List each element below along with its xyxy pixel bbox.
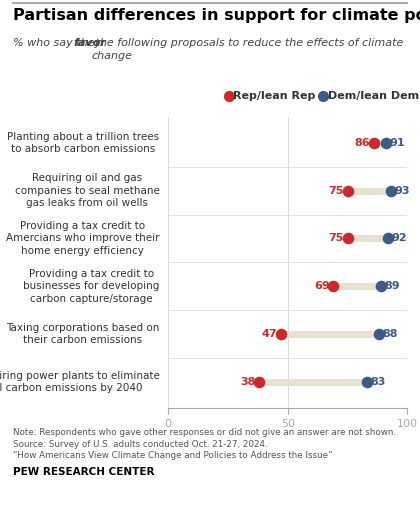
Text: 88: 88 [382,329,398,339]
Text: % who say they: % who say they [13,38,104,48]
Point [344,187,351,195]
Text: 75: 75 [328,186,344,196]
Point [387,187,394,195]
Text: 92: 92 [392,234,407,243]
Text: “How Americans View Climate Change and Policies to Address the Issue”: “How Americans View Climate Change and P… [13,451,332,460]
Text: Dem/lean Dem: Dem/lean Dem [328,91,419,101]
Point [344,234,351,242]
Text: Planting about a trillion trees
to absorb carbon emissions: Planting about a trillion trees to absor… [8,132,160,154]
Text: 91: 91 [389,138,405,148]
Point [383,139,389,147]
Point [277,330,284,338]
Text: Note: Respondents who gave other responses or did not give an answer are not sho: Note: Respondents who gave other respons… [13,428,396,438]
Text: Requiring oil and gas
companies to seal methane
gas leaks from oil wells: Requiring oil and gas companies to seal … [15,173,160,208]
Text: Source: Survey of U.S. adults conducted Oct. 21-27, 2024.: Source: Survey of U.S. adults conducted … [13,440,267,449]
Text: Requiring power plants to eliminate
all carbon emissions by 2040: Requiring power plants to eliminate all … [0,371,160,393]
Text: 69: 69 [314,281,330,291]
Text: 89: 89 [385,281,400,291]
Point [378,282,384,291]
Text: 93: 93 [394,186,410,196]
Text: the following proposals to reduce the effects of climate
change: the following proposals to reduce the ef… [92,38,403,61]
Text: favor: favor [74,38,106,48]
Point [375,330,382,338]
Text: Rep/lean Rep: Rep/lean Rep [233,91,315,101]
Text: Providing a tax credit to
businesses for developing
carbon capture/storage: Providing a tax credit to businesses for… [23,269,160,304]
Text: 75: 75 [328,234,344,243]
Text: 83: 83 [370,377,386,387]
Point [363,378,370,386]
Text: 86: 86 [354,138,370,148]
Text: 47: 47 [261,329,277,339]
Text: Partisan differences in support for climate policies: Partisan differences in support for clim… [13,8,420,23]
Point [320,92,327,100]
Point [226,92,232,100]
Point [385,234,391,242]
Point [370,139,377,147]
Point [330,282,336,291]
Text: 38: 38 [240,377,255,387]
Text: Taxing corporations based on
their carbon emissions: Taxing corporations based on their carbo… [6,323,160,345]
Text: Providing a tax credit to
Amercians who improve their
home energy efficiency: Providing a tax credit to Amercians who … [6,221,160,256]
Text: PEW RESEARCH CENTER: PEW RESEARCH CENTER [13,467,154,478]
Point [256,378,262,386]
